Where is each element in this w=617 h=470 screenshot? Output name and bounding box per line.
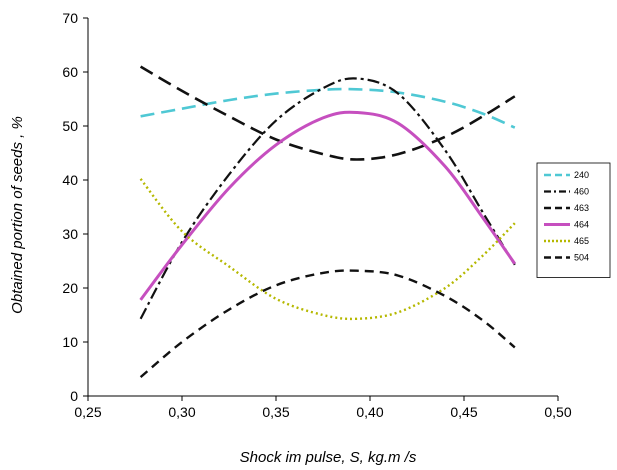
series-line-504 xyxy=(139,269,516,379)
y-tick-label: 70 xyxy=(62,10,78,26)
legend-label-240: 240 xyxy=(574,170,589,180)
legend-label-464: 464 xyxy=(574,220,589,230)
y-tick-label: 60 xyxy=(62,64,78,80)
series-line-464 xyxy=(139,110,517,301)
series-line-460 xyxy=(139,77,516,320)
series-line-465 xyxy=(139,178,516,321)
series-line-463 xyxy=(139,65,516,161)
x-tick-label: 0,35 xyxy=(262,404,289,420)
x-tick-label: 0,30 xyxy=(168,404,195,420)
y-axis-title: Obtained portion of seeds , % xyxy=(9,116,26,314)
x-tick-label: 0,50 xyxy=(544,404,571,420)
legend-label-460: 460 xyxy=(574,187,589,197)
x-axis-ticks: 0,25 0,30 0,35 0,40 0,45 0,50 xyxy=(74,396,572,420)
legend-label-504: 504 xyxy=(574,253,589,263)
y-tick-label: 40 xyxy=(62,172,78,188)
y-tick-label: 30 xyxy=(62,226,78,242)
x-tick-label: 0,45 xyxy=(450,404,477,420)
y-tick-label: 10 xyxy=(62,334,78,350)
y-tick-label: 20 xyxy=(62,280,78,296)
legend-label-463: 463 xyxy=(574,203,589,213)
x-tick-label: 0,40 xyxy=(356,404,383,420)
series-lines xyxy=(139,65,517,379)
y-tick-label: 50 xyxy=(62,118,78,134)
x-axis-title: Shock im pulse, S, kg.m /s xyxy=(240,449,417,466)
x-tick-label: 0,25 xyxy=(74,404,101,420)
y-tick-label: 0 xyxy=(70,388,78,404)
legend: 240 460 463 464 465 504 xyxy=(536,162,611,278)
y-axis-ticks: 0 10 20 30 40 50 60 70 xyxy=(62,10,88,404)
legend-label-465: 465 xyxy=(574,236,589,246)
series-line-240 xyxy=(140,87,516,129)
